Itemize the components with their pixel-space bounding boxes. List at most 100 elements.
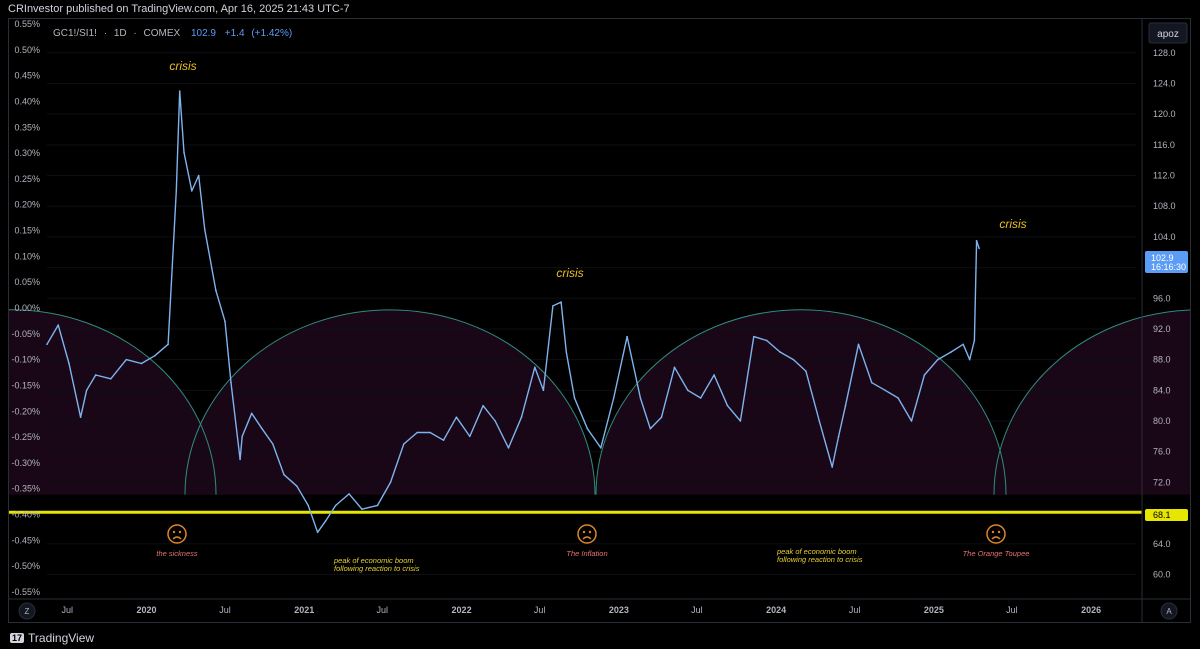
- symbol-legend[interactable]: GC1!/SI1! · 1D · COMEX 102.9 +1.4 (+1.42…: [53, 28, 292, 39]
- hline-price-label: [1145, 509, 1188, 521]
- data-point: [978, 247, 980, 250]
- data-point: [713, 374, 715, 376]
- data-point: [68, 362, 70, 365]
- legend-separator: ·: [104, 28, 107, 39]
- data-point: [140, 362, 143, 365]
- right-axis-tick: 124.0: [1153, 78, 1176, 88]
- right-axis-tick: 76.0: [1153, 447, 1171, 457]
- symbol-change: +1.4: [225, 28, 245, 39]
- cycle-arcs: [9, 309, 1190, 495]
- left-axis-tick: -0.50%: [11, 561, 40, 571]
- left-axis-tick: -0.10%: [11, 355, 40, 365]
- data-point: [923, 374, 926, 376]
- data-point: [973, 339, 976, 342]
- left-axis-tick: 0.30%: [14, 148, 40, 158]
- data-point: [361, 508, 363, 511]
- data-point: [197, 174, 200, 177]
- left-axis-tick: -0.55%: [11, 587, 40, 597]
- data-point: [109, 378, 112, 380]
- data-point: [699, 397, 702, 399]
- data-point: [334, 504, 337, 507]
- data-point: [626, 335, 628, 338]
- left-axis-tick: 0.00%: [14, 303, 40, 313]
- data-point: [153, 354, 156, 357]
- data-point: [857, 343, 860, 346]
- data-point: [190, 190, 193, 192]
- data-point: [649, 427, 652, 430]
- footer-bar: 17 TradingView: [0, 624, 1200, 649]
- data-point: [167, 343, 169, 346]
- data-point: [884, 389, 886, 392]
- left-axis-tick: -0.40%: [11, 510, 40, 520]
- left-axis-tick: 0.10%: [14, 251, 40, 261]
- data-point: [482, 404, 484, 407]
- data-point: [520, 416, 523, 418]
- data-point: [660, 416, 663, 418]
- data-point: [203, 228, 206, 231]
- data-point: [224, 320, 226, 323]
- data-point: [818, 420, 821, 422]
- left-corner-button[interactable]: [18, 602, 36, 620]
- right-axis-tick: 60.0: [1153, 569, 1171, 579]
- cycle-shade: [9, 309, 216, 495]
- tradingview-icon: 17: [10, 633, 25, 643]
- data-point: [230, 381, 232, 384]
- symbol-interval: 1D: [114, 28, 127, 39]
- countdown-value: 16:16:30: [1151, 262, 1186, 272]
- data-point: [494, 420, 496, 422]
- data-point: [837, 435, 840, 438]
- data-point: [552, 305, 554, 307]
- x-axis-tick: Jul: [377, 605, 389, 615]
- data-point: [975, 239, 978, 242]
- data-point: [936, 358, 939, 361]
- right-axis-tick: 120.0: [1153, 109, 1176, 119]
- cycle-shade: [994, 310, 1190, 495]
- data-point: [455, 416, 458, 418]
- data-point: [639, 397, 642, 399]
- data-point: [215, 289, 217, 292]
- caption-the-inflation: The Inflation: [566, 549, 607, 558]
- left-axis-tick: 0.35%: [14, 122, 40, 132]
- boom-note-2-line2: following reaction to crisis: [777, 555, 863, 564]
- data-point: [968, 358, 971, 361]
- last-price-label: [1145, 251, 1188, 273]
- x-axis-tick: Jul: [1006, 605, 1018, 615]
- data-point: [586, 427, 589, 430]
- sad-face-icon: [986, 524, 1006, 544]
- x-axis-tick: 2026: [1081, 605, 1101, 615]
- right-corner-label: A: [1166, 607, 1172, 616]
- data-point: [429, 431, 431, 434]
- left-axis-tick: -0.30%: [11, 458, 40, 468]
- data-point: [765, 339, 768, 342]
- data-point: [250, 412, 253, 415]
- left-axis-tick: -0.15%: [11, 380, 40, 390]
- right-axis-tick: 128.0: [1153, 48, 1176, 58]
- data-point: [507, 447, 510, 449]
- data-point: [726, 404, 729, 407]
- chart-canvas[interactable]: 0.55% 0.50% 0.45% 0.40% 0.35% 0.30% 0.25% 0.20%…: [9, 19, 1190, 622]
- right-corner-button[interactable]: [1160, 602, 1178, 620]
- left-axis-tick: 0.40%: [14, 96, 40, 106]
- sad-face-icon: [577, 524, 597, 544]
- left-axis-tick: 0.15%: [14, 226, 40, 236]
- axes: 0.55% 0.50% 0.45% 0.40% 0.35% 0.30% 0.25% 0.20%…: [9, 19, 1190, 622]
- publisher-text: CRInvestor published on TradingView.com,…: [8, 3, 350, 15]
- left-axis-tick: -0.20%: [11, 406, 40, 416]
- x-axis-tick: Jul: [691, 605, 703, 615]
- cycle-shading: [9, 309, 1190, 495]
- tradingview-logo[interactable]: 17 TradingView: [10, 630, 94, 645]
- right-axis-tick: 92.0: [1153, 324, 1171, 334]
- chart-frame[interactable]: 0.55% 0.50% 0.45% 0.40% 0.35% 0.30% 0.25% 0.20%…: [8, 18, 1191, 623]
- right-axis-tick: 72.0: [1153, 477, 1171, 487]
- data-point: [792, 358, 795, 361]
- cycle-arc: [993, 309, 1190, 495]
- x-axis-tick: Jul: [534, 605, 546, 615]
- data-point: [673, 366, 676, 369]
- apoz-box[interactable]: [1148, 22, 1188, 44]
- grid: [47, 52, 1136, 575]
- caption-the-sickness: the sickness: [156, 549, 198, 558]
- right-axis-tick: 108.0: [1153, 201, 1176, 211]
- data-point: [94, 374, 97, 376]
- data-point: [831, 466, 833, 468]
- data-point: [283, 473, 285, 476]
